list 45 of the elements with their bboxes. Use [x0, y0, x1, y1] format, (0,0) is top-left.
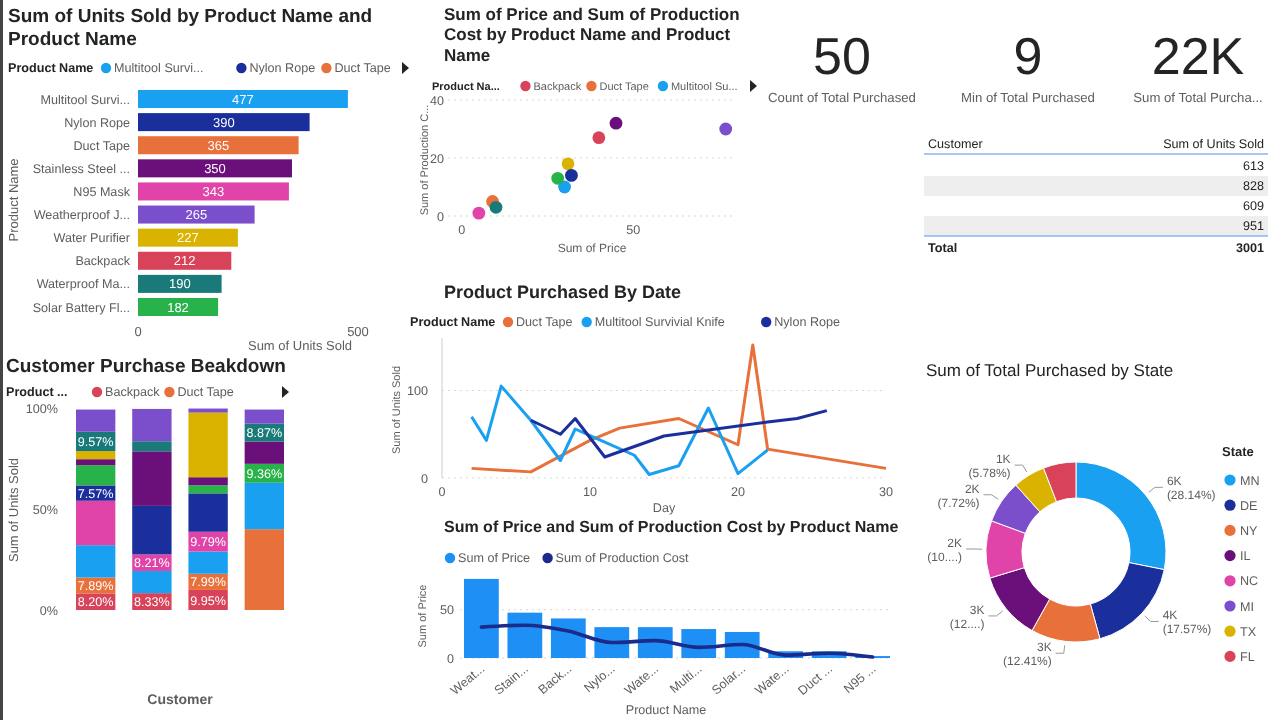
bar — [76, 409, 116, 432]
point — [719, 122, 733, 136]
bar — [244, 529, 284, 610]
bar — [132, 408, 172, 442]
chart-title: Sum of Units Sold by Product Name and Product Name — [8, 6, 373, 51]
bar — [464, 578, 499, 658]
line-series — [470, 384, 770, 476]
point — [551, 171, 565, 185]
line-series — [470, 343, 888, 474]
point — [558, 180, 571, 194]
bar — [244, 409, 284, 424]
bar — [76, 545, 116, 578]
chart-title: Sum of Price and Sum of Production Cost by Product Name — [444, 518, 900, 536]
bar — [244, 482, 284, 530]
bar — [132, 570, 172, 594]
bar — [188, 551, 228, 574]
bar — [188, 493, 228, 532]
line-series — [479, 623, 875, 659]
bar — [507, 612, 543, 658]
bar — [132, 451, 172, 506]
chart-title: Product Purchased By Date — [444, 282, 682, 302]
bar — [188, 485, 228, 494]
bar — [76, 465, 116, 486]
point — [592, 131, 606, 145]
point — [565, 169, 578, 182]
point — [609, 116, 623, 130]
text: 50 — [813, 26, 871, 86]
chart-title: Sum of Price and Sum of Production Cost by Product Name and Product Name — [444, 4, 740, 65]
bar — [244, 441, 284, 464]
text: 9 — [1013, 26, 1043, 86]
chart-title: Customer Purchase Beakdown — [6, 356, 287, 378]
bar — [550, 618, 586, 658]
line-series — [529, 409, 829, 459]
bar — [188, 412, 228, 478]
chart-title: Sum of Total Purchased by State — [926, 360, 1174, 380]
point — [489, 200, 503, 214]
bar — [132, 505, 172, 555]
bar — [76, 500, 116, 546]
point — [472, 206, 486, 220]
text: 22K — [1151, 26, 1245, 86]
point — [561, 157, 575, 171]
bar — [188, 477, 228, 486]
bar — [76, 459, 116, 466]
bar — [132, 441, 172, 452]
bar — [76, 451, 116, 460]
